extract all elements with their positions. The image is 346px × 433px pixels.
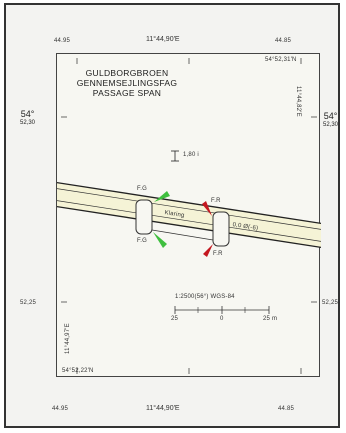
map-title: GULDBORGBROEN GENNEMSEJLINGSFAG PASSAGE … xyxy=(73,68,181,98)
green-light-sector-bottom xyxy=(153,232,167,248)
bottom-longitude-right: 44.85 xyxy=(278,406,295,412)
corner-coordinate-top-right: 54°52,31'N xyxy=(265,57,297,63)
map-canvas xyxy=(57,58,321,374)
light-label-bottom-right: F.R xyxy=(213,251,223,257)
green-light-sector-top xyxy=(154,191,170,202)
top-longitude-left: 44.95 xyxy=(54,38,71,44)
left-latitude-minutes: 52,30 xyxy=(20,120,36,126)
title-line-1: GULDBORGBROEN xyxy=(85,68,169,78)
right-pier xyxy=(212,211,230,247)
title-line-2: GENNEMSEJLINGSFAG xyxy=(76,78,178,88)
right-latitude-degrees: 54° xyxy=(323,111,338,121)
left-latitude-label: 54° 52,30 xyxy=(20,110,35,128)
scale-tick-center: 0 xyxy=(220,316,224,322)
left-latitude-degrees: 54° xyxy=(20,109,35,119)
right-edge-coordinate: 11°44,82'E xyxy=(295,86,301,117)
right-latitude-label: 54° 52,30 xyxy=(323,112,338,130)
bridge-deck xyxy=(57,181,321,249)
top-longitude-right: 44.85 xyxy=(275,38,292,44)
bridge-deck-line xyxy=(57,200,321,242)
map-frame: GULDBORGBROEN GENNEMSEJLINGSFAG PASSAGE … xyxy=(56,53,321,377)
left-pier xyxy=(135,199,153,235)
corner-coordinate-bottom-left: 54°52,22'N xyxy=(62,368,94,374)
scale-bar xyxy=(174,306,270,314)
right-latitude-minutes: 52,30 xyxy=(323,122,339,128)
red-light-sector-bottom xyxy=(203,244,213,257)
bottom-longitude-left: 44.95 xyxy=(52,406,69,412)
left-latitude-lower: 52,25 xyxy=(20,300,37,306)
clearance-label: 1,80 i xyxy=(183,152,199,158)
red-light-sector-top xyxy=(202,201,212,216)
light-label-top-left: F.G xyxy=(137,186,147,192)
scale-title: 1:2500(56°) WGS-84 xyxy=(175,294,235,300)
scale-tick-left: 25 xyxy=(171,316,179,322)
clearance-line xyxy=(151,229,214,241)
bridge-deck-line xyxy=(57,188,321,230)
left-edge-coordinate: 11°44,97'E xyxy=(65,323,71,354)
clearance-symbol xyxy=(171,150,179,162)
scale-tick-right: 25 m xyxy=(263,316,278,322)
light-label-bottom-left: F.G xyxy=(137,238,147,244)
top-longitude-center: 11°44,90'E xyxy=(146,36,180,43)
light-label-top-right: F.R xyxy=(211,198,221,204)
bottom-longitude-center: 11°44,90'E xyxy=(146,405,180,412)
right-latitude-lower: 52,25 xyxy=(322,300,339,306)
title-line-3: PASSAGE SPAN xyxy=(92,88,162,98)
